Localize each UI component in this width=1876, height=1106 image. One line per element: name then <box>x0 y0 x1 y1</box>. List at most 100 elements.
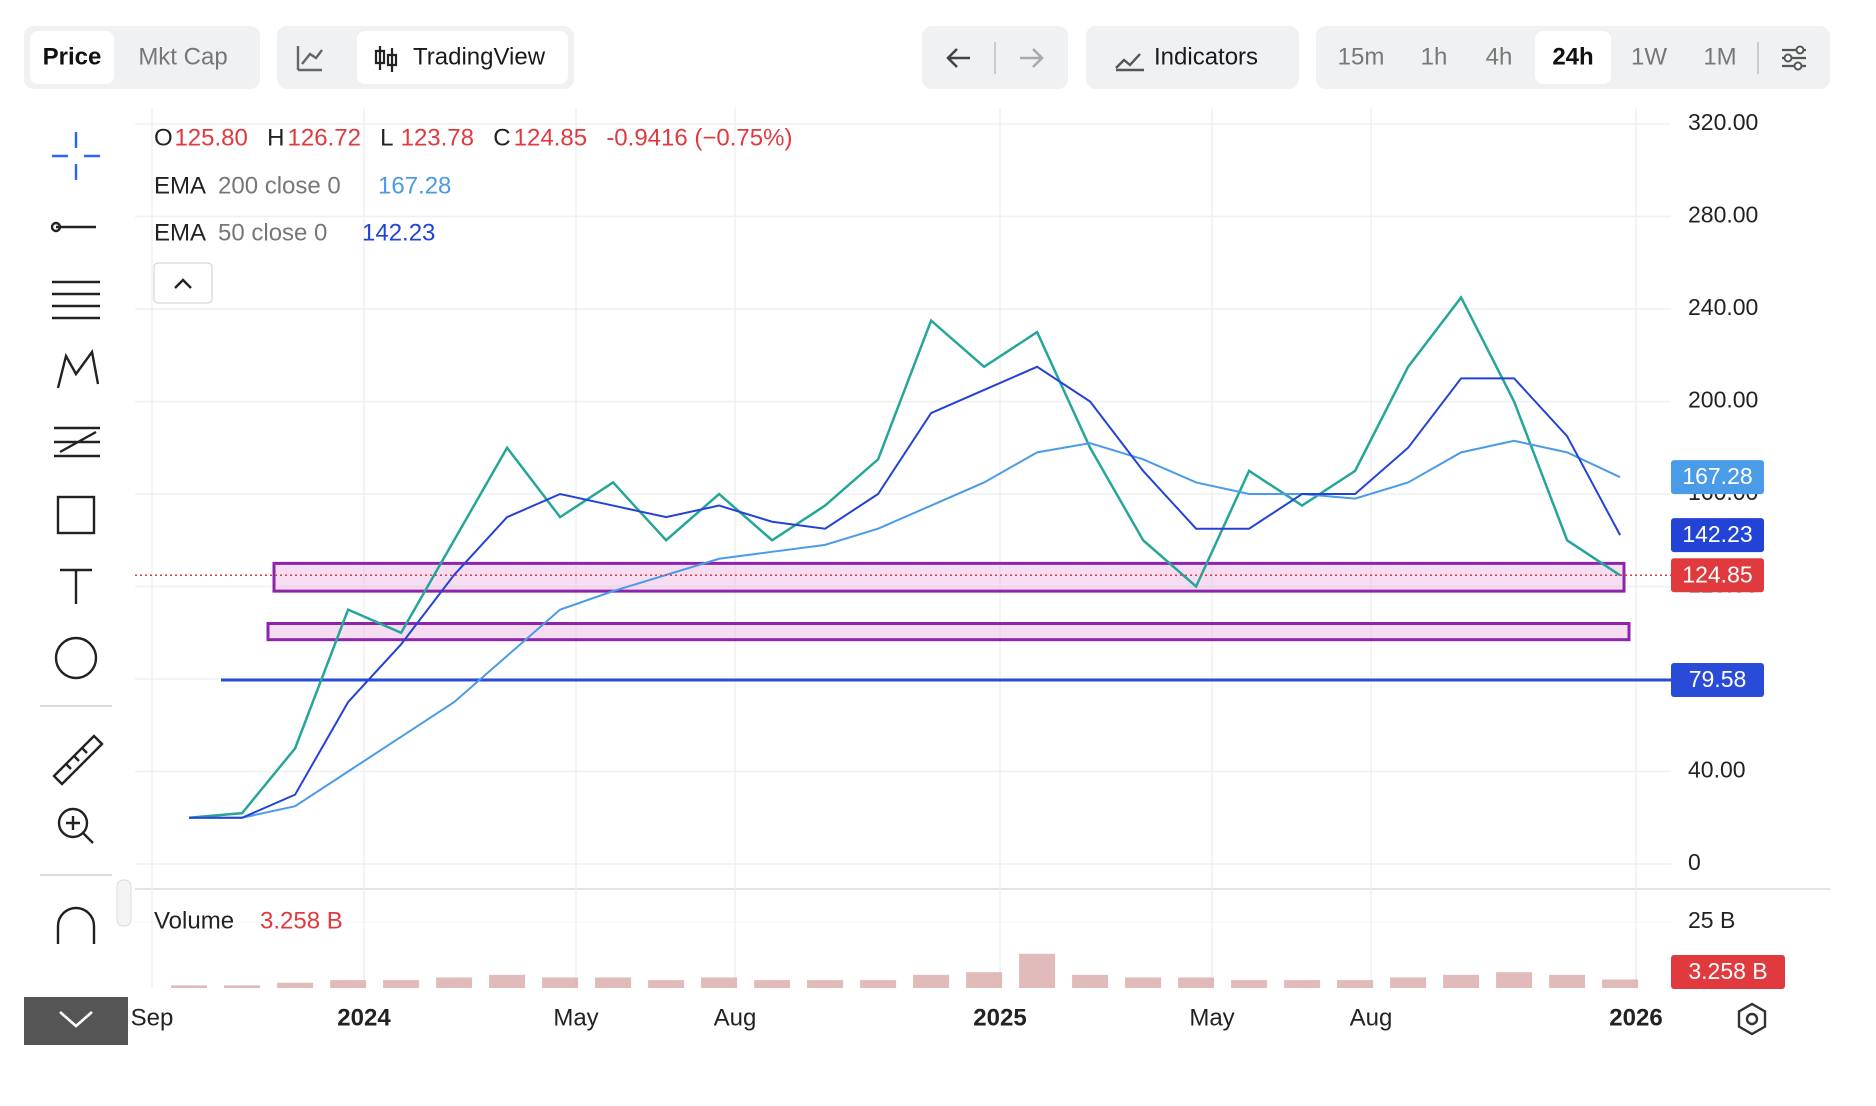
back-arrow[interactable] <box>946 48 970 68</box>
lib-label: TradingView <box>413 43 546 70</box>
interval-label[interactable]: 4h <box>1486 43 1513 70</box>
emoji-tool[interactable] <box>54 636 98 680</box>
indicators-icon <box>1115 53 1144 72</box>
x-tick-label: 2026 <box>1609 1004 1662 1031</box>
forward-arrow[interactable] <box>1020 48 1044 68</box>
price-line <box>188 295 1621 819</box>
zoom-tool[interactable] <box>57 807 89 839</box>
ruler-tool[interactable] <box>52 734 104 786</box>
volume-bar <box>1019 953 1056 988</box>
interval-label[interactable]: 1W <box>1631 43 1667 70</box>
fib-tool[interactable] <box>54 426 100 458</box>
settings-knob <box>1783 53 1793 63</box>
candle-icon <box>374 46 398 72</box>
lines-tool[interactable] <box>52 280 100 320</box>
interval-label[interactable]: 15m <box>1338 43 1385 70</box>
volume-tag <box>1671 955 1785 989</box>
volume-bar <box>330 980 367 988</box>
volume-bar <box>1072 974 1109 988</box>
y-tick-label: 240.00 <box>1688 294 1758 320</box>
volume-bar <box>1284 980 1321 988</box>
axis-settings[interactable] <box>1737 1002 1767 1036</box>
axis-tag-label: 167.28 <box>1682 463 1752 489</box>
tab-active[interactable] <box>30 31 114 84</box>
ema-params: 200 close 0 <box>218 172 341 199</box>
volume-bar <box>1443 974 1480 988</box>
volume-bar <box>277 982 314 988</box>
axis-tag <box>1671 558 1764 593</box>
x-tick-label: Aug <box>1350 1004 1393 1031</box>
line-chart-icon[interactable] <box>296 46 323 72</box>
volume-bar <box>807 980 844 988</box>
settings-knob <box>1795 45 1805 55</box>
ema-value: 167.28 <box>378 172 451 199</box>
volume-bar <box>913 974 950 988</box>
collapse-chevron <box>59 1011 93 1028</box>
y-tick-label: 320.00 <box>1688 109 1758 135</box>
volume-tag-label: 3.258 B <box>1688 958 1767 984</box>
indicators-label: Indicators <box>1154 43 1258 70</box>
indicators-button[interactable] <box>1086 26 1299 89</box>
x-tick-label: 2024 <box>337 1004 391 1031</box>
text-tool[interactable] <box>60 568 92 604</box>
axis-tag <box>1671 662 1764 697</box>
interval-label[interactable]: 24h <box>1552 43 1593 70</box>
y-tick-label: 200.00 <box>1688 387 1758 413</box>
tab-label[interactable]: Price <box>43 43 102 70</box>
ema-line <box>189 365 1621 819</box>
pattern-tool[interactable] <box>56 349 100 389</box>
axis-tag-label: 124.85 <box>1682 561 1752 587</box>
axis-tag <box>1671 460 1764 495</box>
interval-active <box>1535 31 1611 84</box>
zone <box>266 622 1631 642</box>
volume-bar <box>383 980 420 988</box>
interval-label[interactable]: 1h <box>1421 43 1448 70</box>
x-tick-label: 2025 <box>973 1004 1026 1031</box>
volume-bar <box>1496 972 1533 988</box>
ema-name: EMA <box>154 172 206 199</box>
legend-toggle[interactable] <box>153 262 213 304</box>
panel-handle[interactable] <box>116 879 132 927</box>
crosshair-tool[interactable] <box>52 132 100 180</box>
volume-bar <box>966 972 1003 988</box>
ohlc-key: H <box>267 124 284 151</box>
volume-bar <box>648 980 685 988</box>
ohlc-value: 124.85 <box>514 124 587 151</box>
ohlc-key: L <box>380 124 393 151</box>
volume-bar <box>860 980 897 988</box>
volume-bar <box>1549 974 1586 988</box>
ohlc-value: 123.78 <box>401 124 474 151</box>
settings-knob <box>1793 61 1803 71</box>
collapse-tools[interactable] <box>24 997 128 1045</box>
x-tick-label: Aug <box>714 1004 757 1031</box>
volume-bar <box>1231 980 1268 988</box>
volume-name: Volume <box>154 907 234 934</box>
volume-bar <box>701 977 738 988</box>
ohlc-value: 126.72 <box>288 124 361 151</box>
zoom-plus <box>66 816 94 844</box>
rect-tool[interactable] <box>56 495 96 535</box>
ema-name: EMA <box>154 219 206 246</box>
volume-bar <box>542 977 579 988</box>
lib-button[interactable] <box>357 31 568 84</box>
axis-settings-dot <box>1745 1012 1759 1026</box>
volume-bar <box>1337 980 1374 988</box>
left-toolbar <box>50 132 104 944</box>
interval-label[interactable]: 1M <box>1703 43 1736 70</box>
x-tick-label: May <box>553 1004 598 1031</box>
ohlc-key: O <box>154 124 173 151</box>
magnet-tool[interactable] <box>56 906 96 944</box>
axis-tag-label: 142.23 <box>1682 521 1752 547</box>
volume-bar <box>1602 979 1639 988</box>
y-tick-label: 0 <box>1688 849 1701 875</box>
zone <box>272 561 1626 593</box>
ohlc-key: C <box>493 124 510 151</box>
volume-bar <box>754 980 791 988</box>
ema-value: 142.23 <box>362 219 435 246</box>
volume-bar <box>224 985 261 988</box>
ema-line <box>189 439 1621 819</box>
tab-label[interactable]: Mkt Cap <box>138 43 227 70</box>
x-tick-label: May <box>1189 1004 1234 1031</box>
volume-tick-label: 25 B <box>1688 907 1735 933</box>
